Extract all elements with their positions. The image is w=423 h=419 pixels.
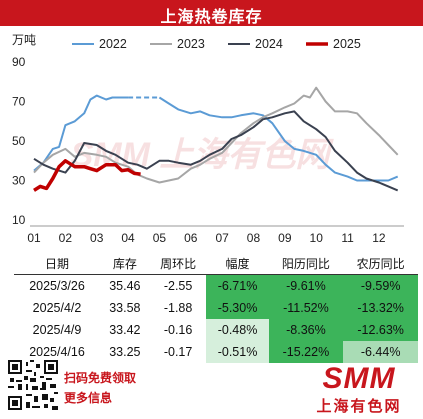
- chart-area: SMM 上海有色网 万吨 10 30 50 70 90 01 02 03 04 05 06 07 08 09 1…: [0, 26, 423, 250]
- table-cell: -9.59%: [343, 274, 418, 297]
- table-header-row: 日期 库存 周环比 幅度 阳历同比 农历同比: [14, 252, 418, 275]
- y-tick-label: 90: [12, 55, 26, 69]
- table-cell: -0.17: [163, 345, 193, 359]
- table-row: 2025/4/16 33.25 -0.17 -0.51% -15.22% -6.44%: [14, 341, 418, 363]
- x-tick-label: 04: [121, 231, 135, 245]
- legend-label-2025: 2025: [333, 37, 361, 51]
- table-cell: 33.42: [109, 323, 141, 337]
- y-tick-label: 10: [12, 213, 26, 227]
- table-header-cell: 农历同比: [343, 252, 418, 275]
- table-cell: -0.48%: [206, 319, 269, 341]
- table-row: 2025/4/9 33.42 -0.16 -0.48% -8.36% -12.63%: [14, 319, 418, 341]
- scan-prompt-text: 扫码免费领取: [64, 371, 137, 385]
- series-line-2024: [33, 110, 399, 192]
- x-tick-label: 11: [341, 231, 354, 245]
- table-cell: -1.88: [163, 301, 193, 315]
- table-cell: 35.46: [109, 279, 141, 293]
- table-row: 2025/4/2 33.58 -1.88 -5.30% -11.52% -13.32%: [14, 297, 418, 319]
- chart-watermark: SMM 上海有色网: [71, 136, 335, 174]
- series-line-2023: [33, 86, 399, 184]
- x-tick-label: 10: [310, 231, 324, 245]
- table-cell: 33.58: [109, 301, 141, 315]
- x-tick-label: 01: [27, 231, 41, 245]
- table-row: 2025/3/26 35.46 -2.55 -6.71% -9.61% -9.59%: [14, 274, 418, 297]
- x-tick-label: 12: [372, 231, 386, 245]
- y-axis-unit-label: 万吨: [12, 33, 36, 47]
- table-cell: -2.55: [163, 279, 193, 293]
- x-tick-label: 02: [59, 231, 73, 245]
- line-chart: SMM 上海有色网 万吨 10 30 50 70 90 01 02 03 04 05 06 07 08 09 1…: [12, 33, 404, 245]
- header-bar: 上海热卷库存: [0, 0, 423, 26]
- table-header-cell: 幅度: [206, 252, 269, 275]
- smm-logo-text: SMM: [322, 362, 396, 395]
- table-cell: 2025/3/26: [29, 279, 85, 293]
- table-header-cell: 周环比: [149, 252, 207, 275]
- inventory-table-wrap: 日期 库存 周环比 幅度 阳历同比 农历同比 2025/3/26 35.46 -2.55 -6.…: [14, 252, 418, 363]
- x-tick-label: 08: [247, 231, 261, 245]
- smm-logo-cn: 上海有色网: [316, 397, 402, 415]
- x-tick-label: 09: [278, 231, 292, 245]
- legend-label-2023: 2023: [177, 37, 205, 51]
- table-cell: -12.63%: [343, 319, 418, 341]
- inventory-table: 日期 库存 周环比 幅度 阳历同比 农历同比 2025/3/26 35.46 -2.55 -6.…: [14, 252, 418, 363]
- smm-logo: SMM 上海有色网: [300, 362, 418, 415]
- legend-label-2024: 2024: [255, 37, 283, 51]
- table-cell: -8.36%: [268, 319, 344, 341]
- y-tick-label: 50: [12, 134, 26, 148]
- more-info-text: 更多信息: [64, 391, 113, 405]
- chart-title: 上海热卷库存: [160, 7, 263, 26]
- x-tick-label: 06: [184, 231, 198, 245]
- series-line-2022: [33, 94, 129, 172]
- x-tick-label: 03: [90, 231, 104, 245]
- table-cell: -0.16: [163, 323, 193, 337]
- table-cell: -11.52%: [268, 297, 344, 319]
- table-cell: 33.25: [109, 345, 141, 359]
- table-header-cell: 阳历同比: [268, 252, 344, 275]
- table-cell: -15.22%: [268, 341, 344, 363]
- table-cell: -0.51%: [206, 341, 269, 363]
- table-cell: 2025/4/9: [32, 323, 82, 337]
- table-cell: -6.44%: [343, 341, 418, 363]
- x-tick-label: 05: [153, 231, 167, 245]
- table-cell: -9.61%: [268, 274, 344, 297]
- table-cell: 2025/4/16: [29, 345, 85, 359]
- footer: 扫码免费领取 更多信息 SMM 上海有色网: [0, 356, 423, 419]
- table-cell: -13.32%: [343, 297, 418, 319]
- y-tick-label: 30: [12, 174, 26, 188]
- table-cell: -5.30%: [206, 297, 269, 319]
- table-header-cell: 库存: [100, 252, 150, 275]
- y-tick-label: 70: [12, 95, 26, 109]
- x-tick-label: 07: [215, 231, 229, 245]
- series-line-2022-rest: [158, 96, 399, 182]
- qr-code-icon[interactable]: [8, 360, 58, 410]
- table-header-cell: 日期: [14, 252, 101, 275]
- table-cell: -6.71%: [206, 274, 269, 297]
- table-cell: 2025/4/2: [32, 301, 82, 315]
- table-body: 2025/3/26 35.46 -2.55 -6.71% -9.61% -9.59% 202…: [14, 274, 418, 363]
- series-line-2025: [33, 159, 141, 192]
- legend-label-2022: 2022: [99, 37, 127, 51]
